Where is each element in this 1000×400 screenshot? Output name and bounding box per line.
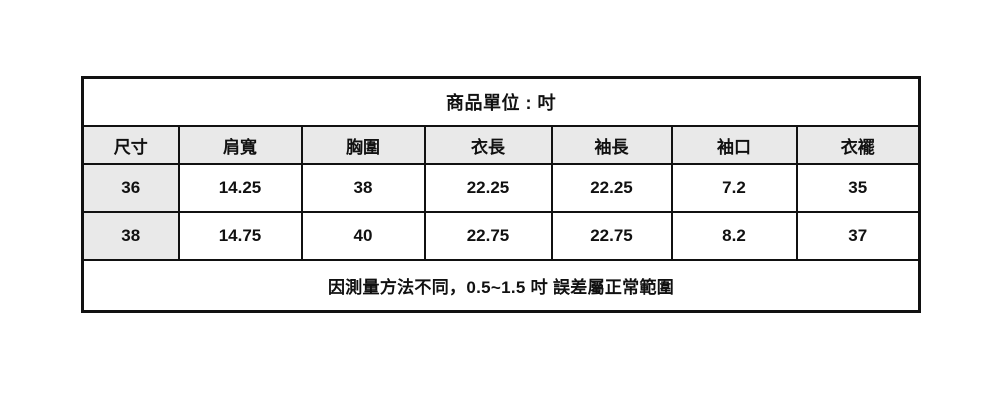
table-cell: 22.25: [550, 163, 673, 213]
column-header-hem: 衣襬: [795, 125, 921, 165]
table-title: 商品單位 : 吋: [81, 76, 921, 127]
table-cell: 8.2: [670, 211, 798, 261]
table-cell: 14.75: [177, 211, 303, 261]
table-row-size-36: 36 14.25 38 22.25 22.25 7.2 35: [81, 163, 921, 213]
table-cell: 35: [795, 163, 921, 213]
table-cell: 37: [795, 211, 921, 261]
column-header-size: 尺寸: [81, 125, 180, 165]
size-chart-table: 商品單位 : 吋 尺寸 肩寬 胸圍 衣長 袖長 袖口 衣襬 36 14.25 3…: [81, 76, 922, 313]
table-footnote-row: 因測量方法不同，0.5~1.5 吋 誤差屬正常範圍: [81, 259, 921, 313]
table-header-row: 尺寸 肩寬 胸圍 衣長 袖長 袖口 衣襬: [81, 125, 921, 165]
table-cell: 7.2: [670, 163, 798, 213]
table-footnote: 因測量方法不同，0.5~1.5 吋 誤差屬正常範圍: [81, 259, 921, 313]
size-cell: 36: [81, 163, 180, 213]
table-cell: 14.25: [177, 163, 303, 213]
table-cell: 22.25: [423, 163, 553, 213]
column-header-chest: 胸圍: [300, 125, 426, 165]
table-cell: 22.75: [423, 211, 553, 261]
column-header-cuff: 袖口: [670, 125, 798, 165]
table-cell: 22.75: [550, 211, 673, 261]
table-cell: 38: [300, 163, 426, 213]
column-header-sleeve-length: 袖長: [550, 125, 673, 165]
table-row-size-38: 38 14.75 40 22.75 22.75 8.2 37: [81, 211, 921, 261]
size-cell: 38: [81, 211, 180, 261]
table-title-row: 商品單位 : 吋: [81, 76, 921, 127]
column-header-shoulder: 肩寬: [177, 125, 303, 165]
column-header-length: 衣長: [423, 125, 553, 165]
table-cell: 40: [300, 211, 426, 261]
